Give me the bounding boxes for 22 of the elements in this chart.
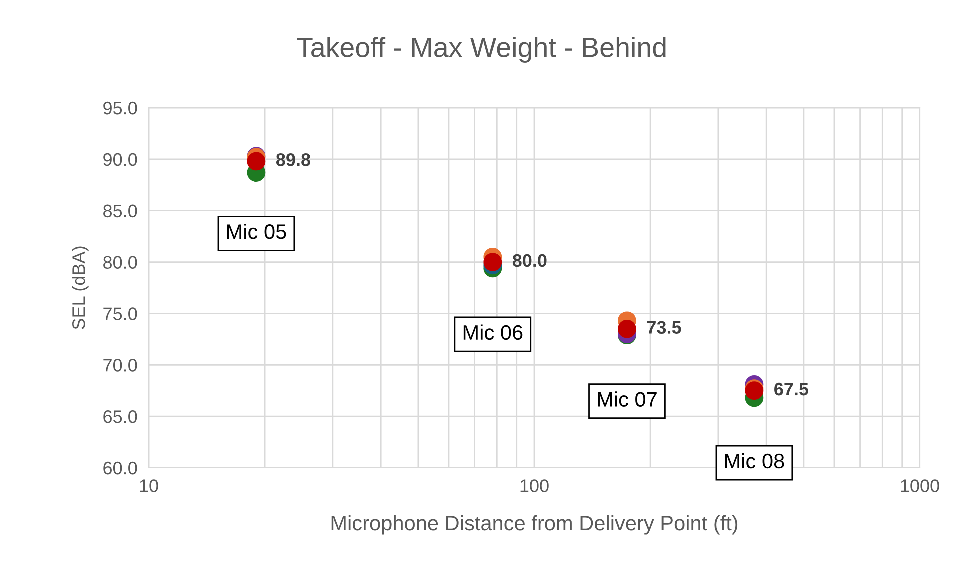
x-axis-title: Microphone Distance from Delivery Point (ft) — [332, 515, 738, 535]
annotation: Mic 08 — [725, 453, 784, 469]
y-axis-title: SEL (dBA) — [72, 246, 89, 330]
data-label: 73.5 — [647, 321, 682, 334]
x-tick-label: 10 — [140, 480, 158, 492]
annotation: Mic 06 — [464, 324, 523, 340]
y-tick-label: 60.0 — [104, 462, 138, 475]
annotation: Mic 05 — [227, 224, 286, 240]
data-label: 67.5 — [774, 382, 809, 396]
y-tick-label: 95.0 — [104, 102, 138, 115]
data-label: 89.8 — [276, 154, 310, 166]
x-tick-label: 100 — [520, 480, 549, 492]
y-tick-label: 65.0 — [104, 410, 138, 424]
y-tick-label: 75.0 — [104, 308, 138, 320]
x-tick-label: 1000 — [901, 480, 940, 492]
y-tick-label: 85.0 — [104, 204, 138, 218]
chart-title: Takeoff - Max Weight - Behind — [297, 37, 666, 63]
data-label: 80.0 — [512, 254, 547, 268]
y-tick-label: 80.0 — [104, 256, 138, 270]
y-tick-label: 90.0 — [104, 153, 138, 166]
annotation: Mic 07 — [598, 392, 657, 407]
y-tick-label: 70.0 — [104, 359, 138, 372]
